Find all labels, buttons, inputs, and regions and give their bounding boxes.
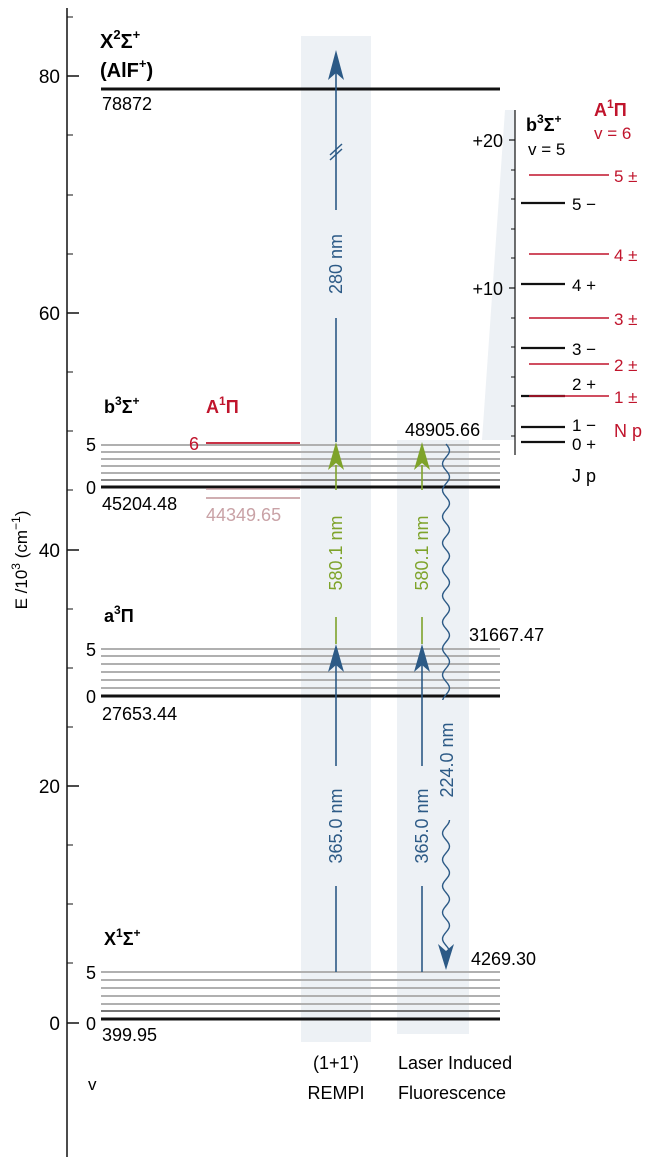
- lif-emission-arrowhead: [438, 944, 454, 970]
- rempi-580-label: 580.1 nm: [326, 515, 346, 590]
- a-energy-low: 27653.44: [102, 704, 177, 724]
- b-state: b3Σ+ 5 0 45204.48 48905.66: [86, 394, 500, 514]
- a-state-label: a3Π: [104, 603, 134, 626]
- rempi-column-label-2: REMPI: [307, 1083, 364, 1103]
- X-energy-high: 4269.30: [471, 949, 536, 969]
- X-v-top: 5: [86, 963, 96, 983]
- A-state: A1Π 6 44349.65: [189, 394, 300, 525]
- tick-20: 20: [39, 777, 60, 798]
- inset-projection: [482, 110, 515, 440]
- b-v-bottom: 0: [86, 478, 96, 498]
- inset-tick-10: +10: [472, 279, 503, 299]
- inset-black-label-3: 3 −: [572, 340, 596, 359]
- inset-b-v: v = 5: [528, 140, 565, 159]
- rempi-280-arrowhead: [328, 50, 344, 80]
- inset-black-header: J p: [572, 466, 596, 486]
- ion-energy: 78872: [102, 94, 152, 114]
- rempi-580-arrowhead: [328, 442, 344, 470]
- a-v-top: 5: [86, 640, 96, 660]
- inset-red-header: N p: [614, 421, 642, 441]
- lif-column-label-1: Laser Induced: [398, 1053, 512, 1073]
- lif-column-label-2: Fluorescence: [398, 1083, 506, 1103]
- A-state-label: A1Π: [206, 394, 239, 417]
- X-state: X1Σ+ 5 0 399.95 4269.30: [86, 926, 536, 1045]
- a-v-bottom: 0: [86, 687, 96, 707]
- axis-break-mark-1: [329, 148, 343, 161]
- rempi-365-arrowhead: [328, 644, 344, 672]
- A-v-label: 6: [189, 434, 199, 454]
- tick-40: 40: [39, 541, 60, 562]
- inset-red-label-1: 1 ±: [614, 388, 638, 407]
- tick-80: 80: [39, 67, 60, 88]
- axis-break-mark-2: [329, 143, 343, 156]
- a-energy-high: 31667.47: [469, 625, 544, 645]
- b-state-label: b3Σ+: [104, 394, 140, 417]
- lif-emission-wave: [441, 443, 451, 951]
- inset-red-label-5: 5 ±: [614, 167, 638, 186]
- tick-0: 0: [49, 1014, 60, 1035]
- ion-state: X2Σ+ (AlF+) 78872: [100, 27, 500, 114]
- lif-transitions: 365.0 nm 580.1 nm 224.0 nm: [412, 442, 465, 972]
- inset-red-label-4: 4 ±: [614, 246, 638, 265]
- X-energy-low: 399.95: [102, 1025, 157, 1045]
- energy-axis: 80 60 40 20 0 E /103 (cm−1) v: [9, 8, 97, 1157]
- rempi-column-label-1: (1+1'): [313, 1053, 359, 1073]
- inset-black-label-5: 5 −: [572, 195, 596, 214]
- rempi-280-label: 280 nm: [326, 234, 346, 294]
- b-energy: 45204.48: [102, 494, 177, 514]
- inset-red-label-3: 3 ±: [614, 310, 638, 329]
- A-energy: 44349.65: [206, 505, 281, 525]
- inset-black-label-0: 0 +: [572, 435, 596, 454]
- ion-state-label: X2Σ+: [100, 27, 141, 53]
- inset-tick-20: +20: [472, 131, 503, 151]
- v-label: v: [88, 1075, 97, 1094]
- axis-title: E /103 (cm−1): [9, 511, 31, 610]
- rotational-inset: +20 +10 b3Σ+ v = 5 A1Π v = 6 5 − 4 + 3 −…: [472, 97, 642, 486]
- rempi-365-label: 365.0 nm: [326, 788, 346, 863]
- lif-580-label: 580.1 nm: [412, 515, 432, 590]
- lif-580-arrowhead: [414, 442, 430, 470]
- b-top-energy: 48905.66: [405, 420, 480, 440]
- rempi-transitions: 365.0 nm 580.1 nm 280 nm: [326, 50, 346, 972]
- inset-A-label: A1Π: [594, 97, 627, 120]
- lif-emission-label-bg: [441, 700, 465, 820]
- lif-365-arrowhead: [414, 644, 430, 672]
- X-state-label: X1Σ+: [104, 926, 141, 949]
- lif-emission-label: 224.0 nm: [437, 722, 457, 797]
- ion-species-label: (AlF+): [100, 56, 153, 82]
- tick-60: 60: [39, 304, 60, 325]
- inset-black-label-4: 4 +: [572, 276, 596, 295]
- inset-b-label: b3Σ+: [526, 112, 562, 135]
- b-v-top: 5: [86, 435, 96, 455]
- inset-black-label-1: 1 −: [572, 416, 596, 435]
- lif-365-label: 365.0 nm: [412, 788, 432, 863]
- inset-red-label-2: 2 ±: [614, 356, 638, 375]
- inset-A-v: v = 6: [594, 124, 631, 143]
- X-v-bottom: 0: [86, 1014, 96, 1034]
- a-state: a3Π 5 0 27653.44 31667.47: [86, 603, 544, 724]
- inset-black-label-2: 2 +: [572, 375, 596, 394]
